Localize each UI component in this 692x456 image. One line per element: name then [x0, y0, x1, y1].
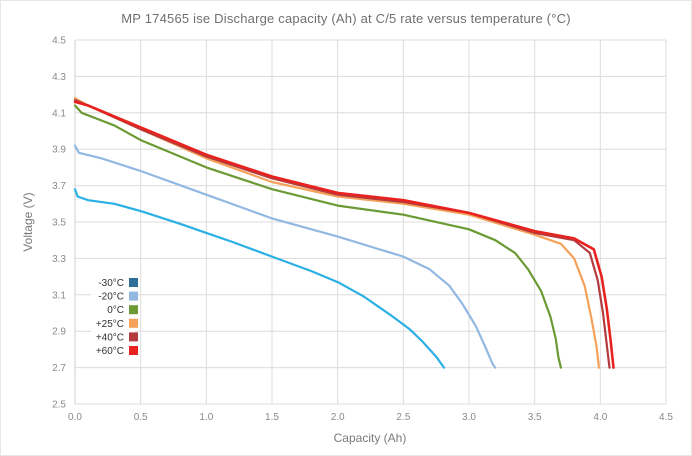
y-tick-label: 3.9 [52, 145, 66, 156]
series-line-5 [73, 100, 615, 369]
legend-label: +25°C [96, 319, 124, 330]
legend-swatch [129, 278, 138, 287]
legend-label: -20°C [98, 292, 124, 303]
y-tick-label: 2.5 [52, 400, 66, 411]
x-tick-label: 3.0 [462, 412, 476, 423]
y-tick-label: 2.9 [52, 327, 66, 338]
legend-label: +60°C [96, 346, 124, 357]
legend-box [91, 272, 135, 358]
x-tick-label: 2.0 [331, 412, 345, 423]
y-axis-ticks: 2.5 2.7 2.9 3.1 3.3 3.5 3.7 3.9 4.1 4.3 4.5 [52, 36, 66, 411]
legend-swatch [129, 346, 138, 355]
series-group [73, 97, 615, 369]
x-tick-label: 0.5 [134, 412, 148, 423]
legend-label: -30°C [98, 278, 124, 289]
series-line-2 [73, 104, 562, 369]
x-tick-label: 4.5 [659, 412, 673, 423]
legend-swatch [129, 291, 138, 301]
y-tick-label: 4.3 [52, 72, 66, 83]
grid [74, 39, 667, 405]
y-tick-label: 2.7 [52, 363, 66, 374]
y-tick-label: 3.1 [52, 290, 66, 301]
y-tick-label: 3.5 [52, 218, 66, 229]
x-tick-label: 1.0 [199, 412, 213, 423]
legend-label: 0°C [107, 305, 124, 316]
series-line-0 [73, 188, 446, 369]
y-tick-label: 3.7 [52, 181, 66, 192]
y-tick-label: 3.3 [52, 254, 66, 265]
x-tick-label: 0.0 [68, 412, 82, 423]
x-tick-label: 2.5 [396, 412, 410, 423]
legend-swatch [129, 318, 138, 328]
x-axis-label: Capacity (Ah) [334, 431, 407, 445]
legend-swatch [129, 305, 138, 315]
series-line-3 [73, 97, 601, 369]
legend-label: +40°C [96, 332, 124, 343]
legend-swatch [129, 332, 138, 342]
legend: -30°C -20°C 0°C +25°C +40°C +60°C [91, 272, 138, 358]
y-tick-label: 4.1 [52, 108, 66, 119]
series-line-1 [73, 144, 497, 369]
y-axis-label: Voltage (V) [21, 192, 35, 251]
x-axis-ticks: 0.0 0.5 1.0 1.5 2.0 2.5 3.0 3.5 4.0 4.5 [68, 412, 673, 423]
x-tick-label: 4.0 [593, 412, 607, 423]
y-tick-label: 4.5 [52, 36, 66, 47]
x-tick-label: 3.5 [528, 412, 542, 423]
x-tick-label: 1.5 [265, 412, 279, 423]
chart-title: MP 174565 ise Discharge capacity (Ah) at… [121, 11, 570, 26]
